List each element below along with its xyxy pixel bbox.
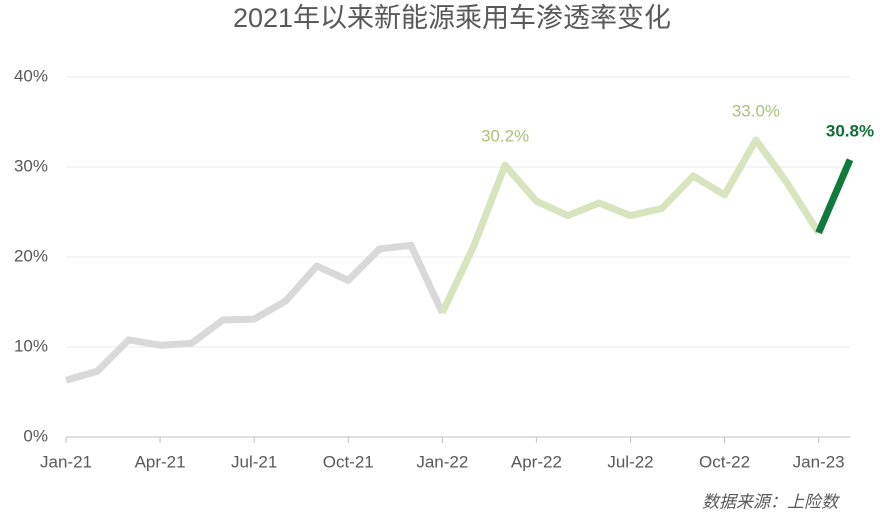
x-tick-label: Jul-21 — [231, 452, 277, 471]
source-note: 数据来源：上险数 — [702, 492, 840, 511]
x-tick-label: Apr-22 — [511, 452, 562, 471]
data-label: 33.0% — [732, 101, 780, 120]
y-tick-label: 10% — [14, 336, 48, 355]
chart-title: 2021年以来新能源乘用车渗透率变化 — [233, 3, 671, 33]
y-tick-label: 30% — [14, 156, 48, 175]
x-tick-label: Jul-22 — [607, 452, 653, 471]
x-tick-label: Jan-22 — [416, 452, 468, 471]
series-line — [815, 158, 854, 235]
y-tick-label: 20% — [14, 246, 48, 265]
series-line — [439, 136, 822, 315]
x-tick-label: Oct-21 — [323, 452, 374, 471]
data-label: 30.8% — [826, 121, 874, 140]
x-tick-label: Oct-22 — [699, 452, 750, 471]
y-tick-label: 0% — [23, 426, 48, 445]
x-tick-label: Jan-23 — [793, 452, 845, 471]
y-tick-label: 40% — [14, 66, 48, 85]
series-line — [65, 241, 446, 384]
x-tick-label: Apr-21 — [135, 452, 186, 471]
x-tick-label: Jan-21 — [40, 452, 92, 471]
data-label: 30.2% — [481, 127, 529, 146]
